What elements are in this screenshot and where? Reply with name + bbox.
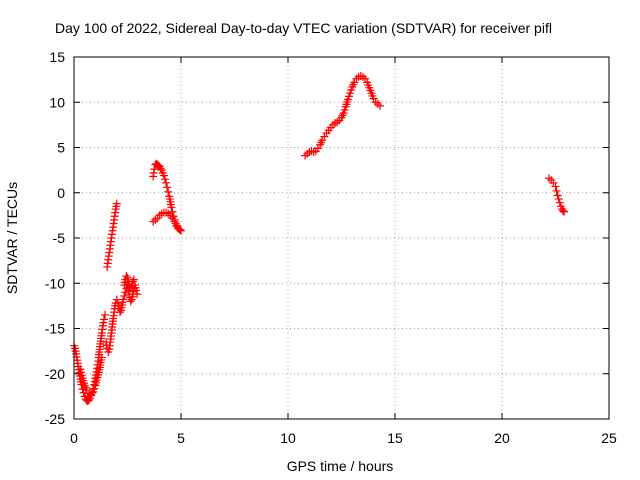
y-tick-label: 5 — [57, 140, 65, 156]
data-point — [551, 182, 560, 191]
x-tick-label: 10 — [280, 430, 296, 446]
data-point — [554, 195, 563, 204]
data-point — [128, 277, 137, 286]
y-tick-label: -15 — [45, 321, 65, 337]
data-point — [163, 183, 172, 192]
data-point — [129, 275, 138, 284]
x-tick-label: 20 — [494, 430, 510, 446]
data-point — [126, 284, 135, 293]
chart-title: Day 100 of 2022, Sidereal Day-to-day VTE… — [55, 20, 552, 36]
data-point — [116, 308, 125, 317]
data-point — [172, 221, 181, 230]
data-point — [149, 217, 158, 226]
data-point — [156, 164, 165, 173]
data-point — [132, 286, 141, 295]
data-point — [164, 187, 173, 196]
data-point — [119, 295, 128, 304]
data-point — [97, 353, 106, 362]
data-point — [376, 101, 385, 110]
x-axis-ticks: 0 5 10 15 20 25 — [70, 57, 617, 446]
y-tick-label: -5 — [53, 230, 66, 246]
data-point — [309, 148, 318, 157]
data-point — [545, 174, 554, 183]
data-point — [151, 215, 160, 224]
data-point — [159, 171, 168, 180]
data-point — [101, 310, 110, 319]
data-point — [126, 297, 135, 306]
grid-lines — [74, 57, 609, 419]
x-tick-label: 15 — [387, 430, 403, 446]
data-point — [122, 272, 131, 281]
data-point — [358, 72, 367, 81]
y-axis-ticks: -25 -20 -15 -10 -5 0 5 10 15 — [45, 49, 609, 427]
data-point — [177, 226, 185, 235]
data-point — [112, 199, 121, 208]
y-tick-label: 10 — [49, 94, 65, 110]
data-point — [160, 175, 169, 184]
y-axis-label: SDTVAR / TECUs — [4, 182, 20, 294]
y-tick-label: -25 — [45, 411, 65, 427]
data-point — [373, 100, 382, 109]
data-point — [553, 191, 562, 200]
data-point — [162, 178, 171, 187]
y-tick-label: 0 — [57, 185, 65, 201]
x-tick-label: 25 — [601, 430, 617, 446]
y-tick-label: -20 — [45, 366, 65, 382]
data-point — [301, 151, 310, 160]
plot-frame — [73, 56, 610, 420]
data-point — [552, 186, 561, 195]
data-point — [558, 206, 567, 215]
data-point — [175, 225, 184, 234]
data-point — [99, 315, 108, 324]
data-points — [70, 72, 569, 405]
data-point — [560, 207, 569, 216]
data-point — [123, 273, 132, 282]
data-point — [120, 291, 129, 300]
y-tick-label: -10 — [45, 275, 65, 291]
data-point — [150, 165, 159, 174]
x-axis-label: GPS time / hours — [287, 458, 394, 474]
x-tick-label: 5 — [177, 430, 185, 446]
y-tick-label: 15 — [49, 49, 65, 65]
data-point — [127, 281, 136, 290]
data-point — [555, 198, 564, 207]
data-point — [133, 290, 142, 299]
data-point — [167, 203, 176, 212]
x-tick-label: 0 — [70, 430, 78, 446]
